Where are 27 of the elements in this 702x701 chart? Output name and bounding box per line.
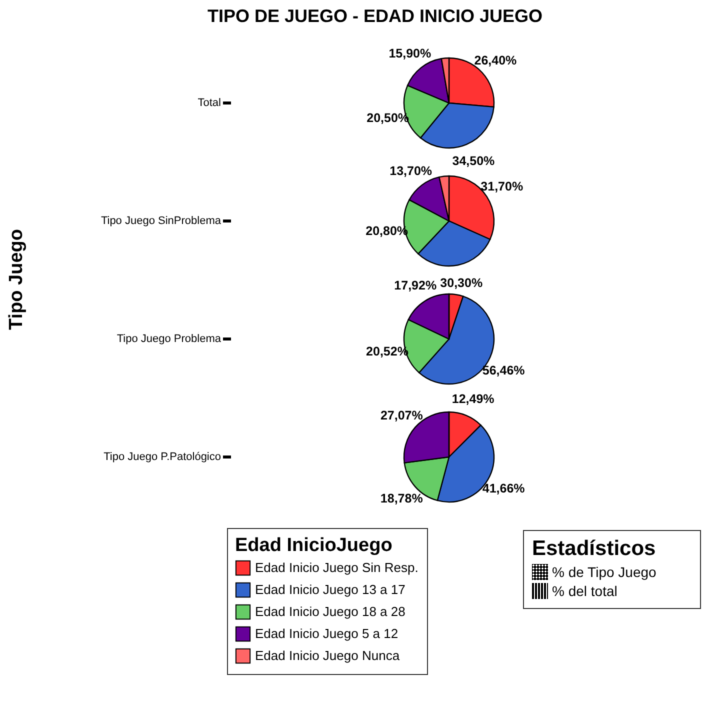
- data-label: 56,46%: [482, 363, 525, 378]
- data-label: 34,50%: [452, 154, 495, 168]
- data-label: 13,70%: [390, 164, 432, 178]
- slice-label: Tipo Juego SinProblema: [100, 215, 222, 227]
- chart-title: TIPO DE JUEGO - EDAD INICIO JUEGO: [207, 6, 543, 26]
- text: % del total: [552, 583, 618, 599]
- slice-label: Total: [198, 97, 221, 109]
- slice-label: Tipo Juego P.Patológico: [104, 451, 221, 463]
- data-label: 15,90%: [388, 46, 432, 61]
- legend-title: Edad InicioJuego: [235, 535, 392, 556]
- data-label: 17,92%: [394, 278, 437, 293]
- data-label: 26,40%: [474, 53, 517, 68]
- legend-label: Edad Inicio Juego 18 a 28: [255, 604, 406, 619]
- data-label: 27,07%: [380, 408, 423, 422]
- text: Tipo Juego: [6, 228, 28, 332]
- legend-label: Edad Inicio Juego 13 a 17: [255, 582, 406, 597]
- legend-label: Edad Inicio Juego Nunca: [255, 648, 400, 663]
- data-label: 18,78%: [380, 492, 423, 506]
- data-label: 12,49%: [452, 392, 494, 406]
- data-label: 31,70%: [480, 180, 524, 194]
- text: Estadísticos: [532, 537, 657, 561]
- slice-label: Tipo Juego Problema: [116, 333, 222, 345]
- legend-label: Edad Inicio Juego Sin Resp.: [255, 560, 418, 575]
- legend-label: Edad Inicio Juego 5 a 12: [255, 626, 398, 641]
- data-label: 41,66%: [482, 481, 525, 496]
- data-label: 30,30%: [440, 276, 483, 290]
- text: % de Tipo Juego: [552, 564, 656, 580]
